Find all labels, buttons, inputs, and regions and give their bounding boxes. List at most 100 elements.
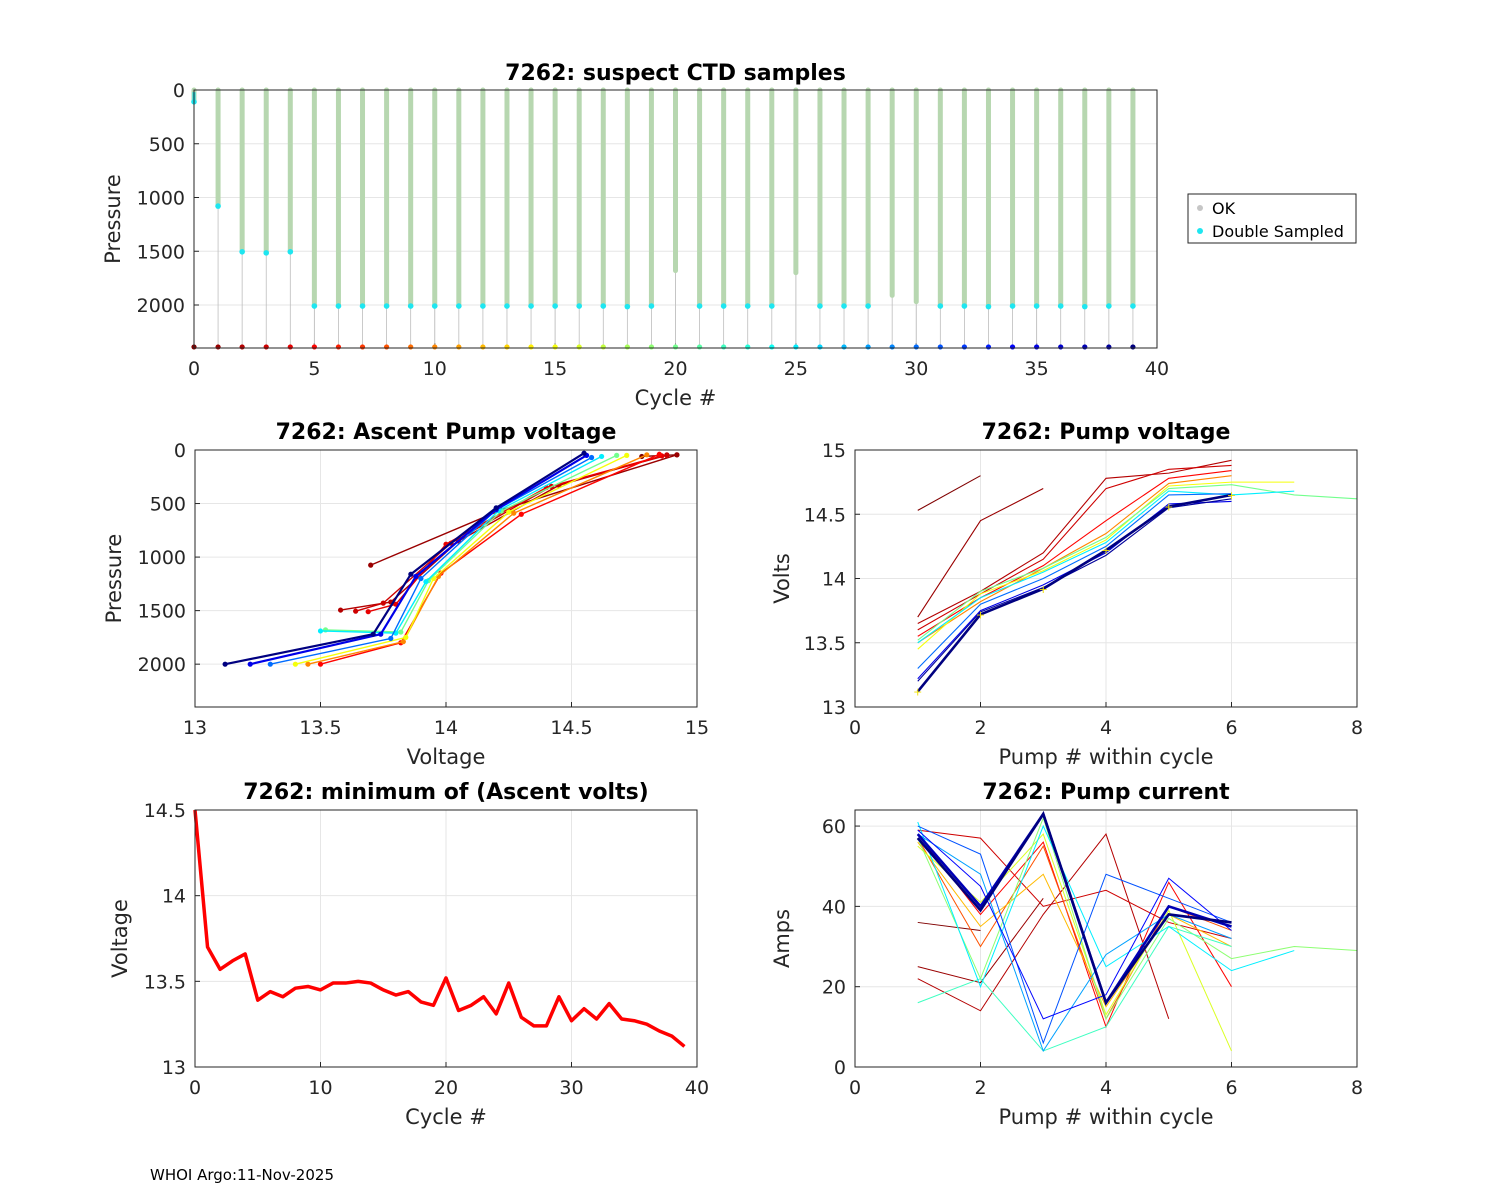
ascent-point [493,505,499,511]
suspect-x-tick-label: 25 [784,358,808,380]
min_volts-title: 7262: minimum of (Ascent volts) [243,780,649,805]
pump_current-y-tick-label: 0 [834,1057,846,1079]
double-sampled-point [648,303,655,309]
cycle-bottom-point [696,344,703,350]
footer-credit: WHOI Argo:11-Nov-2025 [150,1166,334,1184]
ascent-point [581,450,587,456]
pump_current-y-tick-label: 40 [822,896,846,918]
double-sampled-point [1130,303,1136,309]
pump_current-title: 7262: Pump current [982,780,1230,805]
suspect-x-tick-label: 10 [423,358,447,380]
double-sampled-point [480,303,486,309]
double-sampled-point [985,303,992,310]
suspect-x-tick-label: 5 [308,358,320,380]
double-sampled-point [1057,303,1064,309]
cycle-bottom-point [745,344,751,350]
pump_voltage-plot-marks: + + + + + + [913,459,1358,699]
min_volts-x-axis-label: Cycle # [405,1105,487,1129]
pump_current-x-tick-label: 0 [849,1077,861,1099]
cycle-bottom-point [239,344,245,350]
cycle-bottom-point [287,344,293,350]
ascent-y-tick-label: 0 [174,440,186,462]
cycle-bottom-point [384,344,390,350]
suspect-title: 7262: suspect CTD samples [505,61,846,86]
pump_voltage-x-axis-label: Pump # within cycle [999,745,1214,769]
double-sampled-point [865,303,871,309]
cycle-bottom-point [504,344,510,350]
cycle-bottom-point [359,344,366,350]
double-sampled-point [359,303,366,309]
double-sampled-point [769,303,775,309]
ascent-point [588,454,595,461]
double-sampled-point [215,203,221,209]
double-sampled-point [287,248,294,255]
suspect-ctd-chart: 0 5 10 15 20 25 30 35 40 0 500 1000 1500 2000 7262: su… [101,61,1169,410]
ascent-point [247,661,253,667]
min-volts-line [193,809,686,1048]
cycle-bottom-point [865,344,871,350]
double-sampled-point [456,303,462,309]
double-sampled-point [600,303,607,309]
pump_voltage-title: 7262: Pump voltage [982,420,1231,445]
pump-voltage-series-line [917,459,1232,624]
cycle-bottom-point [961,344,968,350]
ascent-point [599,453,605,460]
pump-current-series-line [917,821,1295,989]
pump-voltage-series-line [917,498,1232,682]
suspect-x-tick-label: 15 [543,358,567,380]
ascent-pump-voltage-chart: 13 13.5 14 14.5 15 0 500 1000 1500 2000 7262: Asce… [102,420,709,769]
pump-voltage-marker: + [913,686,922,699]
min_volts-x-tick-label: 0 [189,1077,201,1099]
pump_voltage-axes-box [854,449,1358,708]
cycle-bottom-point [408,344,414,350]
double-sampled-point [504,303,510,309]
legend-box [1187,193,1357,244]
pump_current-y-tick-label: 60 [822,816,846,838]
pump_current-x-tick-label: 8 [1351,1077,1363,1099]
pump_voltage-x-tick-label: 4 [1100,717,1112,739]
minimum-ascent-volts-chart: 0 10 20 30 40 13 13.5 14 14.5 7262: minimum of (A… [108,780,709,1129]
ascent-point [222,661,228,667]
pump_current-x-axis-label: Pump # within cycle [999,1105,1214,1129]
cycle-bottom-point [672,344,679,350]
ascent-point [656,451,662,457]
ascent-x-tick-label: 13.5 [299,717,341,739]
ascent-y-tick-label: 1500 [138,601,186,623]
cycle-bottom-point [335,344,342,350]
pump_voltage-x-tick-label: 8 [1351,717,1363,739]
pump-current-series-line [917,816,1358,1021]
ascent-x-tick-label: 14.5 [550,717,592,739]
double-sampled-point [576,303,582,309]
double-sampled-point [239,248,245,255]
double-sampled-point [335,303,342,309]
ascent-point [674,452,680,458]
cycle-bottom-point [600,344,606,350]
pump_current-x-tick-label: 6 [1225,1077,1237,1099]
pump-current-series-line [917,833,1170,1019]
cycle-bottom-point [215,344,221,350]
min_volts-y-tick-label: 14 [162,886,186,908]
cycle-bottom-point [1058,344,1064,350]
ascent-x-tick-label: 15 [685,717,709,739]
pump-voltage-series-line [917,475,981,511]
ascent-point [337,607,344,613]
cycle-bottom-point [1034,344,1040,350]
ascent-point [614,452,620,458]
ascent-x-tick-label: 14 [434,717,458,739]
cycle-bottom-point [263,344,269,350]
ascent-point [408,571,414,577]
double-sampled-point [431,303,438,309]
pump-voltage-marker: + [1039,583,1048,596]
pump-current-series-line [917,841,1232,1008]
double-sampled-point [720,303,727,309]
pump-voltage-series-line [917,470,1232,637]
suspect-x-tick-label: 40 [1145,358,1169,380]
pump-voltage-marker: + [1101,544,1110,557]
double-sampled-point [383,303,390,309]
double-sampled-point [528,303,534,309]
pump-current-series-line [917,925,1232,1052]
cycle-bottom-point [552,344,558,350]
suspect-x-tick-label: 0 [188,358,200,380]
pump-voltage-series-line [917,493,1232,669]
ascent-point [644,452,650,458]
